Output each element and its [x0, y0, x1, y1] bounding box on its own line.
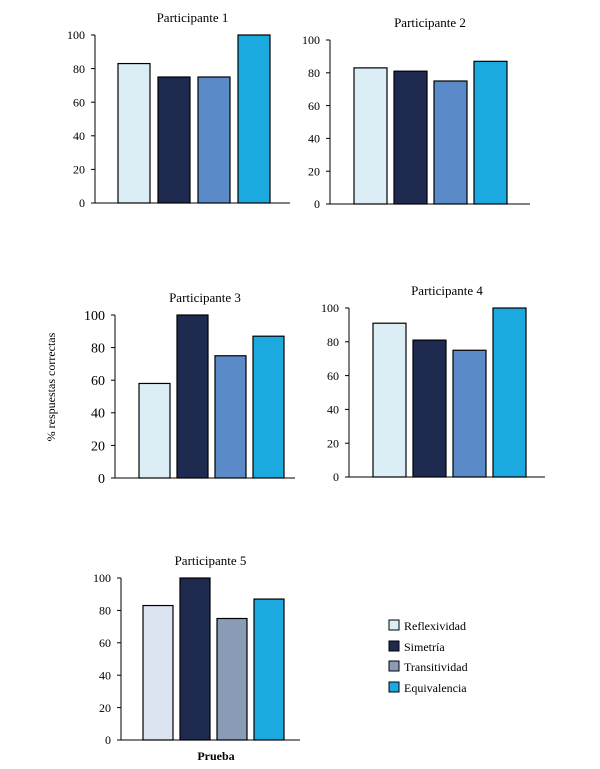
chart-participante-2: 0 20 40 60 80 100 Participante 2 [302, 15, 530, 211]
y-tick-label-p1-100: 100 [67, 28, 85, 42]
bar-p1-2 [157, 76, 191, 204]
y-tick-label-p1-80: 80 [73, 62, 85, 76]
y-tick-label-p3-0: 0 [98, 472, 105, 487]
chart-participante-5: 0 20 40 60 80 100 Participante 5 [93, 553, 300, 747]
bar-p3-1 [138, 382, 171, 479]
legend-item-equivalencia: Equivalencia [388, 681, 467, 695]
charts-layer: 0 20 40 60 80 100 Participante 1 0 20 40 60 80 100 Pa… [67, 10, 545, 747]
legend-swatch-equivalencia [388, 681, 400, 693]
bar-p4-4 [492, 307, 527, 478]
legend-swatch-transitividad [388, 660, 400, 672]
legend-label-reflexividad: Reflexividad [404, 619, 466, 633]
bar-p5-3 [216, 617, 248, 741]
chart-title-p2: Participante 2 [394, 15, 466, 30]
y-tick-label-p4-80: 80 [327, 335, 339, 349]
y-tick-label-p4-60: 60 [327, 369, 339, 383]
bar-p1-3 [197, 76, 231, 204]
legend: Reflexividad Simetría Transitividad Equi… [388, 619, 468, 695]
chart-participante-1: 0 20 40 60 80 100 Participante 1 [67, 10, 290, 210]
bar-p4-3 [452, 349, 487, 478]
bar-p4-2 [412, 339, 447, 478]
y-tick-label-p2-60: 60 [308, 99, 320, 113]
bar-p5-4 [253, 598, 285, 741]
bar-p1-1 [117, 62, 151, 204]
y-tick-label-p3-40: 40 [91, 407, 105, 422]
y-tick-label-p5-100: 100 [93, 571, 111, 585]
bar-p2-3 [433, 80, 468, 205]
y-tick-label-p5-60: 60 [99, 636, 111, 650]
y-tick-label-p1-0: 0 [79, 196, 85, 210]
y-tick-label-p5-40: 40 [99, 668, 111, 682]
bar-p3-3 [214, 355, 247, 479]
chart-title-p1: Participante 1 [157, 10, 229, 25]
chart-title-p5: Participante 5 [175, 553, 247, 568]
y-tick-label-p1-60: 60 [73, 95, 85, 109]
y-tick-label-p2-0: 0 [314, 197, 320, 211]
bar-p3-4 [252, 335, 285, 479]
bar-p5-1 [142, 604, 174, 741]
y-axis-label: % respuestas correctas [44, 332, 58, 441]
y-tick-label-p1-40: 40 [73, 129, 85, 143]
bar-p2-1 [353, 67, 388, 205]
y-tick-label-p5-0: 0 [105, 733, 111, 747]
x-axis-label: Prueba [197, 749, 234, 763]
bar-p5-2 [179, 577, 211, 741]
chart-title-p3: Participante 3 [169, 290, 241, 305]
y-tick-label-p1-20: 20 [73, 163, 85, 177]
y-tick-label-p2-20: 20 [308, 164, 320, 178]
y-tick-label-p2-100: 100 [302, 33, 320, 47]
y-tick-label-p3-20: 20 [91, 439, 105, 454]
legend-label-simetria: Simetría [404, 640, 445, 654]
legend-label-equivalencia: Equivalencia [404, 681, 467, 695]
bar-p2-4 [473, 60, 508, 205]
bar-p1-4 [237, 34, 271, 204]
y-tick-label-p2-80: 80 [308, 66, 320, 80]
y-tick-label-p4-100: 100 [321, 301, 339, 315]
y-tick-label-p3-100: 100 [84, 309, 105, 324]
y-tick-label-p2-40: 40 [308, 132, 320, 146]
bar-p2-2 [393, 70, 428, 205]
bar-p4-1 [372, 322, 407, 478]
chart-participante-4: 0 20 40 60 80 100 Participante 4 [321, 283, 545, 484]
legend-swatch-reflexividad [388, 619, 400, 631]
legend-item-transitividad: Transitividad [388, 660, 468, 674]
y-tick-label-p5-20: 20 [99, 701, 111, 715]
y-tick-label-p5-80: 80 [99, 604, 111, 618]
legend-item-reflexividad: Reflexividad [388, 619, 466, 633]
y-tick-label-p3-80: 80 [91, 342, 105, 357]
chart-title-p4: Participante 4 [411, 283, 483, 298]
y-tick-label-p4-0: 0 [333, 470, 339, 484]
y-tick-label-p4-20: 20 [327, 436, 339, 450]
legend-swatch-simetria [388, 640, 400, 652]
y-tick-label-p4-40: 40 [327, 403, 339, 417]
chart-participante-3: 0 20 40 60 80 100 Participante 3 [84, 290, 295, 487]
legend-item-simetria: Simetría [388, 640, 445, 654]
legend-label-transitividad: Transitividad [404, 660, 468, 674]
bar-p3-2 [176, 314, 209, 479]
y-tick-label-p3-60: 60 [91, 374, 105, 389]
